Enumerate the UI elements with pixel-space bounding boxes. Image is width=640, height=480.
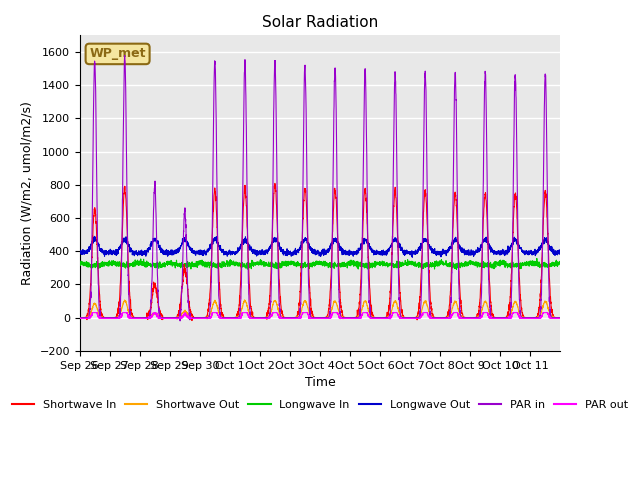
Text: WP_met: WP_met <box>90 48 146 60</box>
Title: Solar Radiation: Solar Radiation <box>262 15 378 30</box>
Y-axis label: Radiation (W/m2, umol/m2/s): Radiation (W/m2, umol/m2/s) <box>21 101 34 285</box>
X-axis label: Time: Time <box>305 376 335 389</box>
Legend: Shortwave In, Shortwave Out, Longwave In, Longwave Out, PAR in, PAR out: Shortwave In, Shortwave Out, Longwave In… <box>7 396 633 415</box>
